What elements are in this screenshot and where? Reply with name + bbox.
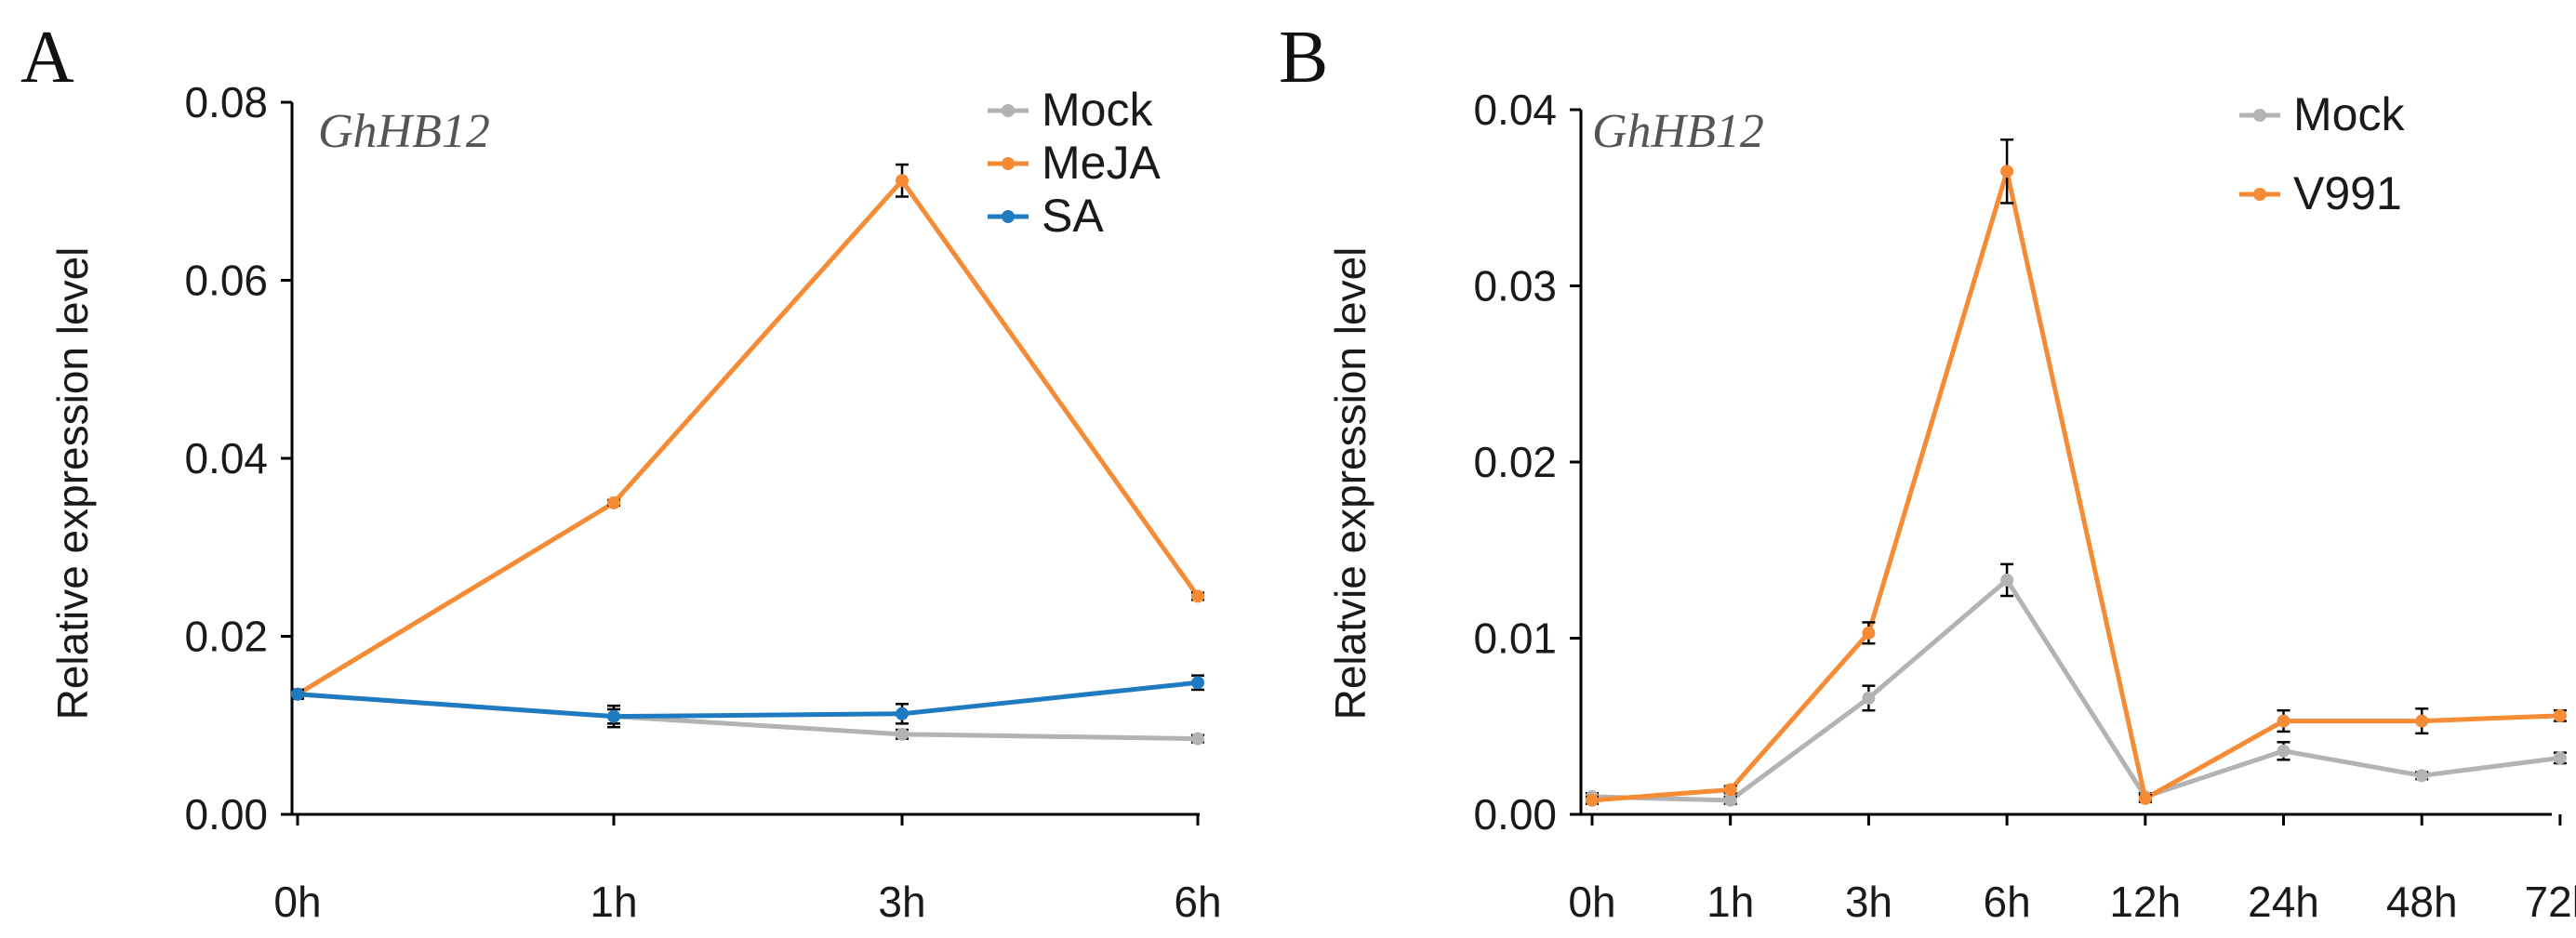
series-line <box>1591 168 2560 803</box>
data-point <box>2277 744 2291 758</box>
data-point <box>2415 714 2429 728</box>
series-v991 <box>1586 138 2567 807</box>
legend-marker <box>2253 109 2266 122</box>
panel-a-gene-title: GhHB12 <box>318 105 490 158</box>
x-tick-label: 3h <box>1845 878 1892 926</box>
panel-a: A GhHB12 Relative expression level 0.000… <box>20 17 1222 926</box>
x-tick-label: 1h <box>1706 878 1754 926</box>
data-point <box>2000 573 2014 587</box>
legend-item-sa: SA <box>988 190 1104 242</box>
series-line <box>296 178 1201 696</box>
data-point <box>1586 793 1599 807</box>
data-point <box>2000 165 2014 178</box>
legend-item-v991: V991 <box>2239 167 2402 219</box>
data-point <box>607 495 620 509</box>
x-tick-label: 0h <box>273 878 321 926</box>
data-point <box>291 687 304 701</box>
legend-marker <box>1002 104 1015 117</box>
data-point <box>1862 691 1876 705</box>
y-tick-label: 0.00 <box>1473 790 1557 839</box>
x-tick-label: 12h <box>2109 878 2181 926</box>
panel-b-x-ticks: 0h 1h 3h 6h 12h 24h 48h 72h <box>1568 814 2576 926</box>
legend-item-mock: Mock <box>988 84 1153 136</box>
legend-marker <box>1002 210 1015 223</box>
data-point <box>2277 714 2291 728</box>
data-point <box>896 727 909 741</box>
y-tick-label: 0.08 <box>184 78 268 126</box>
data-point <box>607 709 620 723</box>
data-point <box>896 707 909 720</box>
legend-label: Mock <box>1042 84 1153 136</box>
data-point <box>2553 708 2567 722</box>
legend-item-meja: MeJA <box>988 137 1161 189</box>
series-sa <box>291 674 1204 729</box>
legend-label: Mock <box>2293 88 2405 140</box>
y-tick-label: 0.04 <box>1473 86 1557 134</box>
y-tick-label: 0.04 <box>184 434 268 482</box>
y-tick-label: 0.03 <box>1473 262 1557 310</box>
x-tick-label: 6h <box>1984 878 2031 926</box>
legend-item-mock: Mock <box>2239 88 2405 140</box>
data-point <box>1191 732 1204 746</box>
x-tick-label: 24h <box>2248 878 2319 926</box>
data-point <box>1723 793 1737 807</box>
panel-b-y-axis-label: Relatvie expression level <box>1326 247 1374 720</box>
data-point <box>1191 676 1204 690</box>
y-tick-label: 0.02 <box>1473 438 1557 486</box>
y-tick-label: 0.02 <box>184 613 268 661</box>
y-tick-label: 0.01 <box>1473 614 1557 663</box>
y-tick-label: 0.00 <box>184 790 268 839</box>
series-line <box>1591 577 2561 803</box>
legend-marker <box>1002 157 1015 170</box>
panel-b: B GhHB12 Relatvie expression level 0.000… <box>1279 17 2576 926</box>
panel-a-y-ticks: 0.00 0.02 0.04 0.06 0.08 <box>184 78 292 839</box>
legend-label: MeJA <box>1042 137 1161 189</box>
panel-a-letter: A <box>20 17 74 99</box>
data-point <box>2553 751 2567 765</box>
x-tick-label: 3h <box>878 878 925 926</box>
series-mock <box>1586 562 2567 807</box>
x-tick-label: 6h <box>1174 878 1221 926</box>
data-point <box>1191 589 1204 603</box>
x-tick-label: 0h <box>1568 878 1615 926</box>
panel-a-x-ticks: 0h 1h 3h 6h <box>273 814 1222 926</box>
legend-label: SA <box>1042 190 1104 242</box>
panel-a-series <box>291 163 1204 746</box>
y-tick-label: 0.06 <box>184 257 268 305</box>
data-point <box>2415 769 2429 783</box>
panel-b-gene-title: GhHB12 <box>1592 105 1764 158</box>
panel-b-y-ticks: 0.00 0.01 0.02 0.03 0.04 <box>1473 86 1581 839</box>
data-point <box>1723 783 1737 797</box>
series-meja <box>291 163 1204 701</box>
legend-label: V991 <box>2293 167 2402 219</box>
data-point <box>2138 791 2152 805</box>
series-line <box>297 680 1199 720</box>
legend-marker <box>2253 188 2266 201</box>
panel-b-series <box>1586 138 2567 807</box>
x-tick-label: 48h <box>2386 878 2458 926</box>
data-point <box>896 174 909 188</box>
data-point <box>1862 626 1876 640</box>
x-tick-label: 72h <box>2525 878 2576 926</box>
panel-a-y-axis-label: Relative expression level <box>48 247 97 720</box>
panel-b-letter: B <box>1279 17 1328 99</box>
panel-b-legend: Mock V991 <box>2239 88 2405 219</box>
x-tick-label: 1h <box>590 878 637 926</box>
